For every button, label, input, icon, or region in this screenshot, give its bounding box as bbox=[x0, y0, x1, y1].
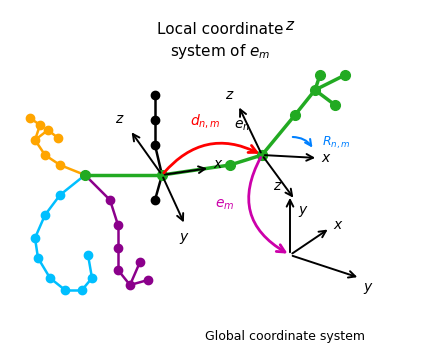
Text: y: y bbox=[298, 203, 306, 217]
FancyArrowPatch shape bbox=[164, 143, 257, 173]
Text: x: x bbox=[333, 218, 341, 232]
Text: Global coordinate system: Global coordinate system bbox=[205, 330, 365, 343]
Text: system of $e_m$: system of $e_m$ bbox=[170, 42, 270, 61]
Text: x: x bbox=[213, 157, 221, 171]
Text: z: z bbox=[273, 179, 280, 193]
Text: y: y bbox=[179, 230, 187, 244]
Text: $d_{n,m}$: $d_{n,m}$ bbox=[190, 112, 220, 130]
Text: z: z bbox=[225, 88, 232, 102]
Text: Local coordinate: Local coordinate bbox=[157, 22, 283, 37]
Text: $R_{n,m}$: $R_{n,m}$ bbox=[322, 135, 351, 151]
Text: z: z bbox=[115, 112, 122, 126]
FancyArrowPatch shape bbox=[293, 137, 311, 146]
Text: x: x bbox=[321, 151, 329, 165]
Text: $e_m$: $e_m$ bbox=[215, 198, 235, 212]
Text: $e_n$: $e_n$ bbox=[234, 119, 250, 133]
Text: y: y bbox=[363, 280, 371, 294]
FancyArrowPatch shape bbox=[249, 157, 285, 252]
Text: z: z bbox=[285, 18, 293, 33]
